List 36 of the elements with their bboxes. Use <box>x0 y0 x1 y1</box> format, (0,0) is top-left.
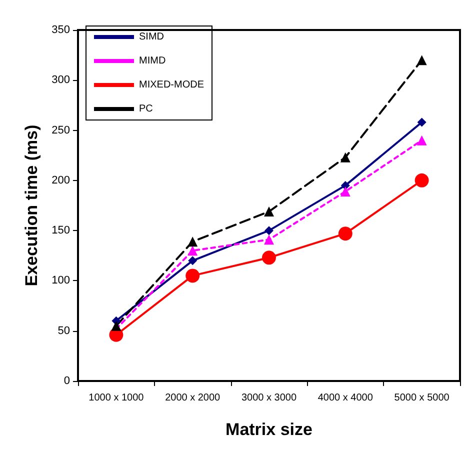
point <box>338 226 352 241</box>
point <box>340 152 350 162</box>
point <box>264 234 274 245</box>
x-tick-label: 5000 x 5000 <box>394 392 450 404</box>
legend-label: MIMD <box>139 56 166 66</box>
y-tick-label: 200 <box>52 174 70 186</box>
point <box>340 180 350 190</box>
x-tick-label: 3000 x 3000 <box>241 392 297 404</box>
x-tick-label: 4000 x 4000 <box>318 392 374 404</box>
point <box>262 250 276 265</box>
point <box>188 256 198 266</box>
x-tick-label: 1000 x 1000 <box>88 392 144 404</box>
point <box>414 173 429 188</box>
point <box>264 206 274 217</box>
legend-label: PC <box>139 104 153 114</box>
y-tick-label: 0 <box>64 375 70 387</box>
point <box>416 55 427 66</box>
legend-label: SIMD <box>139 32 164 42</box>
point <box>340 186 350 196</box>
point <box>186 268 200 283</box>
y-tick-label: 300 <box>52 74 70 86</box>
legend-label: MIXED-MODE <box>139 80 204 90</box>
y-tick-label: 250 <box>52 124 70 136</box>
y-tick-label: 350 <box>52 24 70 36</box>
y-tick-label: 150 <box>52 224 70 237</box>
point <box>188 246 198 256</box>
y-tick-label: 100 <box>52 274 70 287</box>
point <box>417 118 426 127</box>
point <box>264 226 274 236</box>
y-axis-title: Execution time (ms) <box>22 124 41 286</box>
y-tick-label: 50 <box>58 324 70 337</box>
point <box>188 236 198 247</box>
x-axis-title: Matrix size <box>226 420 312 439</box>
x-tick-label: 2000 x 2000 <box>165 392 221 404</box>
point <box>111 320 122 331</box>
point <box>416 135 427 146</box>
